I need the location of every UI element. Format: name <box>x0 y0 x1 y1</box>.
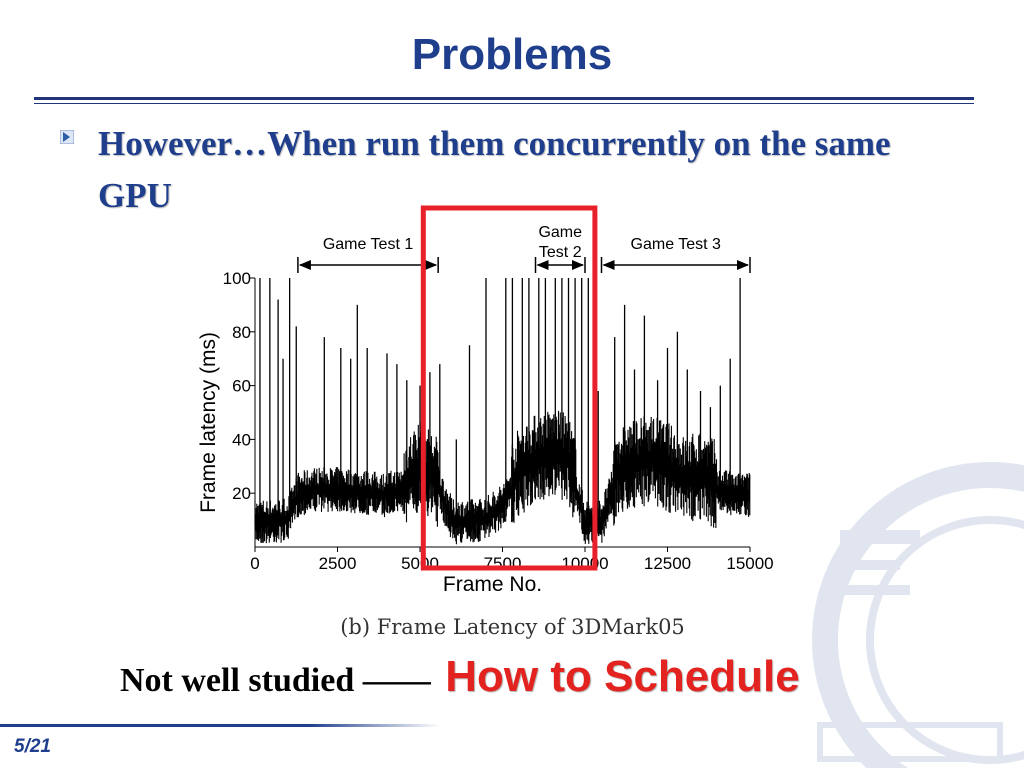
latency-series <box>254 278 751 545</box>
segment-arrowhead-right <box>737 260 749 270</box>
segment-label: Game Test 3 <box>631 236 722 253</box>
footer-divider <box>0 724 440 727</box>
segment-label: Test 2 <box>539 244 582 261</box>
bullet-arrow-icon <box>60 130 74 144</box>
university-emblem-watermark <box>812 462 1024 768</box>
x-tick-label-15000: 15000 <box>726 554 773 573</box>
game-test-annotations: Game Test 1 Game Test 2 Game Test 3 <box>297 224 751 273</box>
x-tick-label-12500: 12500 <box>644 554 691 573</box>
emphasis-text: How to Schedule <box>445 652 800 701</box>
y-axis-label: Frame latency (ms) <box>197 332 220 513</box>
y-tick-label-20: 20 <box>232 484 251 503</box>
bottom-statement: Not well studied —— How to Schedule <box>120 652 800 702</box>
title-divider <box>34 97 974 100</box>
segment-arrowhead-right <box>425 260 438 270</box>
slide-title: Problems <box>411 30 613 79</box>
segment-arrowhead-left <box>298 260 311 270</box>
bullet-text: However…When run them concurrently on th… <box>98 124 891 215</box>
y-tick-label-100: 100 <box>223 269 251 288</box>
x-tick-label-0: 0 <box>250 554 259 573</box>
segment-arrowhead-left <box>536 260 549 270</box>
segment-label: Game <box>538 224 582 241</box>
segment-arrowhead-right <box>572 260 584 270</box>
segment-arrowhead-left <box>602 260 615 270</box>
x-tick-label-2500: 2500 <box>319 554 357 573</box>
latency-trace <box>254 410 751 545</box>
x-axis-label: Frame No. <box>443 573 542 596</box>
y-tick-label-60: 60 <box>232 377 251 396</box>
y-tick-label-80: 80 <box>232 323 251 342</box>
page-number: 5/21 <box>14 736 51 757</box>
highlight-box <box>420 205 598 571</box>
bottom-text: Not well studied —— <box>120 662 431 699</box>
title-divider-thin <box>34 103 974 104</box>
y-tick-label-40: 40 <box>232 430 251 449</box>
segment-label: Game Test 1 <box>323 236 414 253</box>
chart-caption: (b) Frame Latency of 3DMark05 <box>340 615 685 639</box>
